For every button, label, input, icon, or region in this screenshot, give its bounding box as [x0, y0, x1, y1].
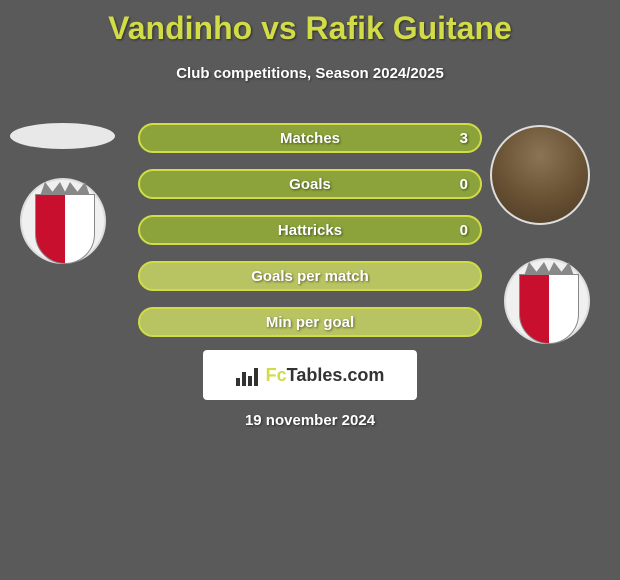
stat-label: Goals per match — [251, 268, 369, 285]
date-text: 19 november 2024 — [0, 412, 620, 429]
brand-suffix: Tables.com — [287, 365, 385, 385]
player-2-club-logo — [504, 258, 590, 344]
stat-row-min-per-goal: Min per goal — [138, 307, 482, 337]
stat-label: Goals — [289, 176, 331, 193]
player-2-avatar — [490, 125, 590, 225]
player-1-club-logo — [20, 178, 106, 264]
stat-row-hattricks: Hattricks 0 — [138, 215, 482, 245]
stat-row-goals: Goals 0 — [138, 169, 482, 199]
stat-label: Hattricks — [278, 222, 342, 239]
stat-row-goals-per-match: Goals per match — [138, 261, 482, 291]
page-title: Vandinho vs Rafik Guitane — [0, 0, 620, 47]
stat-pills-container: Matches 3 Goals 0 Hattricks 0 Goals per … — [138, 123, 482, 353]
stat-value: 3 — [460, 130, 468, 147]
subtitle: Club competitions, Season 2024/2025 — [0, 65, 620, 82]
stat-row-matches: Matches 3 — [138, 123, 482, 153]
brand-text: FcTables.com — [266, 365, 385, 386]
brand-badge: FcTables.com — [203, 350, 417, 400]
brand-chart-icon — [236, 364, 260, 386]
stat-label: Matches — [280, 130, 340, 147]
stat-label: Min per goal — [266, 314, 354, 331]
stat-value: 0 — [460, 222, 468, 239]
brand-prefix: Fc — [266, 365, 287, 385]
player-1-avatar — [10, 123, 115, 149]
stat-value: 0 — [460, 176, 468, 193]
